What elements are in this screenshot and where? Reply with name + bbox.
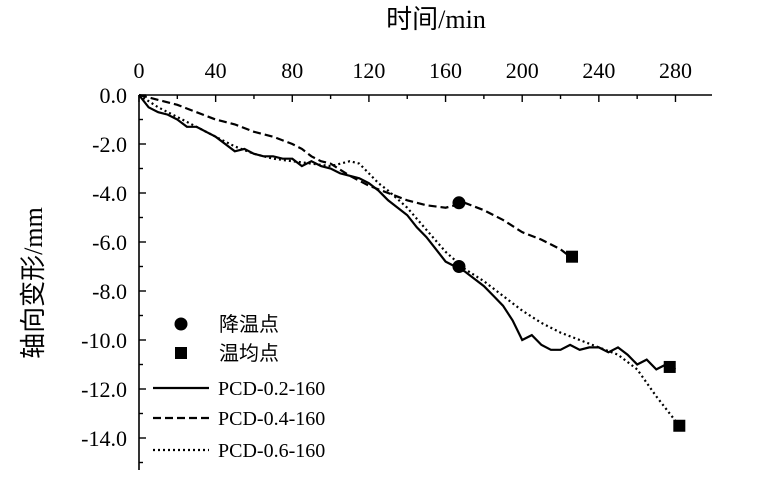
legend-square-marker-icon (175, 347, 187, 359)
x-tick-label: 240 (582, 58, 615, 83)
legend-label-cooling-point: 降温点 (219, 313, 279, 336)
y-tick-label: -2.0 (92, 132, 127, 157)
y-axis-title: 轴向变形/mm (19, 207, 48, 359)
y-ticks: 0.0 -2.0 -4.0 -6.0 -8.0 -10.0 -12.0 -14.0 (81, 83, 146, 464)
y-tick-label: 0.0 (100, 83, 128, 108)
legend-label-uniform-point: 温均点 (219, 342, 279, 365)
cooling-point-marker (452, 196, 466, 210)
y-tick-label: -8.0 (92, 279, 127, 304)
x-tick-label: 120 (352, 58, 385, 83)
plot-series (138, 93, 681, 427)
y-tick-label: -6.0 (92, 230, 127, 255)
x-axis-title: 时间/min (386, 5, 486, 34)
x-tick-label: 0 (134, 58, 145, 83)
uniform-point-marker (673, 419, 686, 432)
x-tick-label: 40 (205, 58, 227, 83)
series-line-3 (138, 94, 681, 427)
legend-label-series-1: PCD-0.2-160 (218, 378, 325, 400)
x-ticks: 0 40 80 120 160 200 240 280 (134, 58, 692, 102)
y-tick-label: -14.0 (81, 426, 127, 451)
x-tick-label: 280 (659, 58, 692, 83)
uniform-point-marker (663, 360, 676, 373)
y-tick-label: -12.0 (81, 377, 127, 402)
series-line-1 (138, 94, 677, 371)
plot-markers (452, 196, 686, 432)
y-tick-label: -4.0 (92, 181, 127, 206)
x-tick-label: 80 (281, 58, 303, 83)
cooling-point-marker (452, 260, 466, 273)
y-tick-label: -10.0 (81, 328, 127, 353)
legend-label-series-3: PCD-0.6-160 (218, 440, 325, 462)
uniform-point-marker (566, 250, 579, 263)
x-tick-label: 200 (506, 58, 539, 83)
series-line-2 (138, 93, 571, 258)
legend-label-series-2: PCD-0.4-160 (218, 408, 325, 430)
x-tick-label: 160 (429, 58, 462, 83)
legend-circle-marker-icon (174, 317, 188, 331)
axes (138, 94, 712, 470)
legend: 降温点 温均点 PCD-0.2-160 PCD-0.4-160 PCD-0.6-… (153, 313, 325, 462)
